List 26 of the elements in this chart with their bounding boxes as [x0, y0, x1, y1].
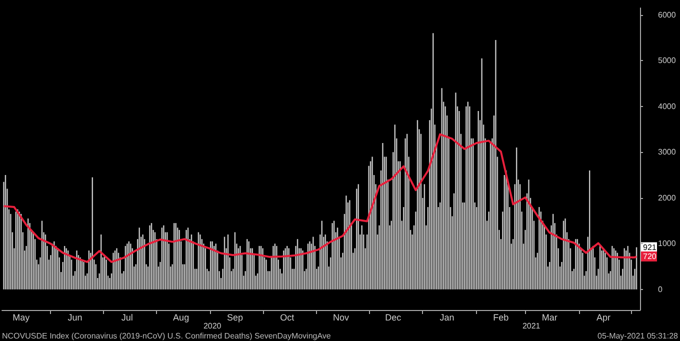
text: 05-May-2021 05:31:28	[598, 332, 679, 340]
y-tick-label: 2000	[658, 193, 676, 202]
x-tick-label: Nov	[332, 312, 350, 322]
y-tick-label: 6000	[658, 10, 676, 20]
y-tick-label: 4000	[658, 102, 676, 111]
text: 2021	[522, 322, 541, 330]
annotation: 720	[643, 252, 657, 261]
line-series	[2, 133, 638, 263]
y-tick-label: 5000	[658, 56, 676, 66]
text: 2020	[203, 322, 222, 330]
x-tick-label: Sep	[226, 312, 243, 322]
x-tick-label: Mar	[542, 312, 558, 322]
x-tick-label: Jul	[121, 312, 133, 322]
y-tick-label: 0	[658, 284, 663, 294]
x-tick-label: Apr	[596, 312, 610, 322]
x-tick-label: Dec	[385, 312, 402, 322]
y-tick-label: 3000	[658, 148, 676, 157]
x-tick-label: Oct	[280, 312, 295, 322]
x-tick-label: Jan	[440, 312, 454, 322]
x-tick-label: May	[12, 312, 30, 322]
annotation: 921	[643, 242, 657, 252]
text: NCOVUSDE Index (Coronavirus (2019-nCoV) U.S. Confirmed Deaths) SevenDayMovingAve	[2, 332, 332, 340]
x-tick-label: Feb	[493, 312, 509, 322]
x-tick-label: Jun	[68, 312, 82, 322]
y-tick-label: 1000	[658, 239, 676, 248]
x-tick-label: Aug	[173, 312, 190, 322]
